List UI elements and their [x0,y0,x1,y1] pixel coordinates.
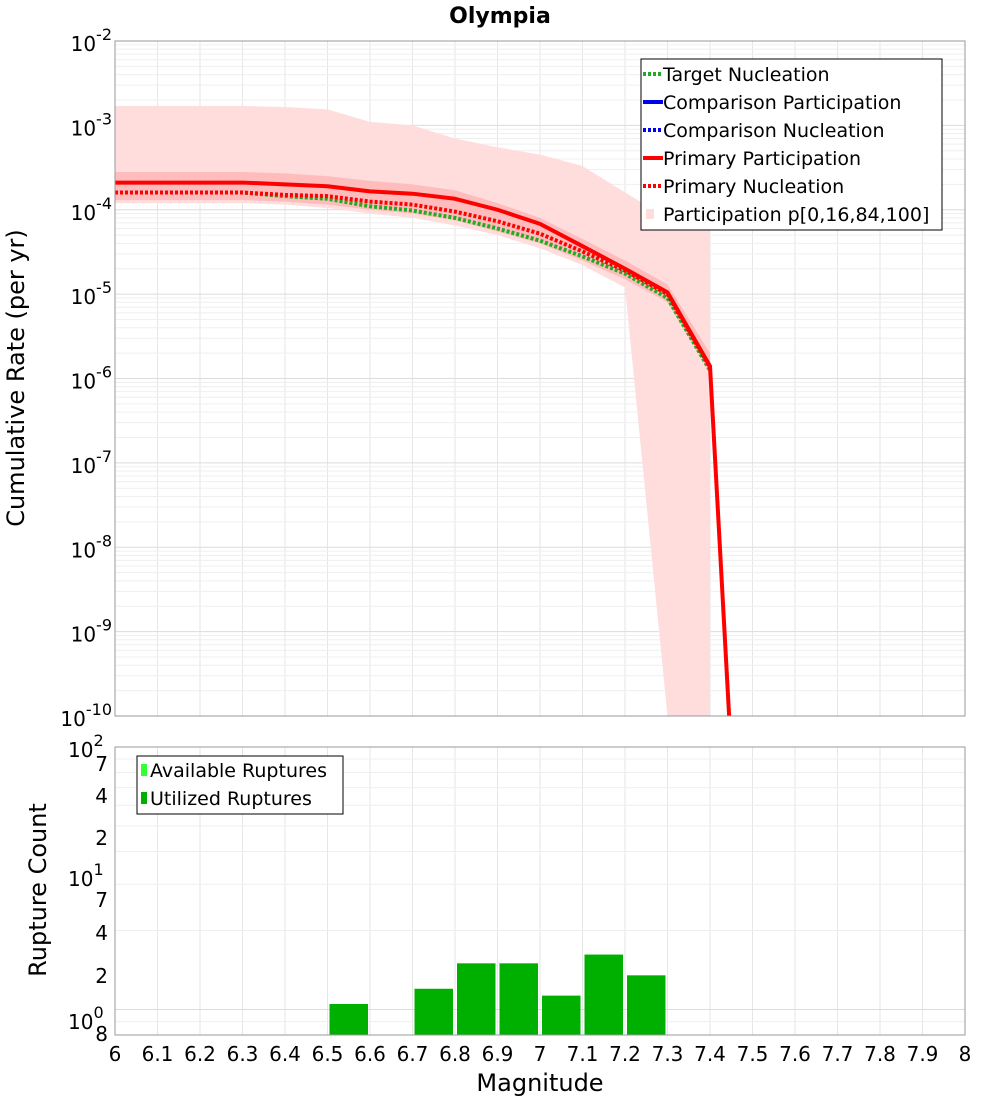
participation-band-outer [115,105,710,716]
legend-label: Comparison Participation [663,92,901,114]
rupture-bar [627,975,666,1035]
rupture-bar [457,963,496,1035]
legend-label: Utilized Ruptures [150,788,312,810]
x-tick-label: 7.5 [737,1042,769,1066]
top-legend: Target Nucleation Comparison Participatio… [640,58,943,231]
legend-label: Participation p[0,16,84,100] [663,204,929,226]
x-tick-label: 6.1 [142,1042,174,1066]
rupture-bars [329,954,666,1035]
bottom-y-axis-title: Rupture Count [24,803,52,977]
x-axis-title: Magnitude [476,1069,603,1097]
legend-label: Comparison Nucleation [663,120,885,142]
rupture-bar [584,954,623,1035]
top-plot-frame [114,40,966,717]
legend-label: Primary Participation [663,148,861,170]
x-tick-label: 7 [534,1042,547,1066]
top-y-tick-label: 10-7 [71,447,112,478]
bottom-y-tick-label: 101 [68,860,104,891]
x-tick-label: 8 [959,1042,972,1066]
rupture-bar [414,988,453,1035]
x-tick-label: 7.6 [779,1042,811,1066]
bottom-y-tick-label: 4 [95,921,108,945]
top-y-axis-title: Cumulative Rate (per yr) [2,229,30,527]
top-y-tick-labels: 10-2 10-3 10-4 10-5 10-6 10-7 10-8 10-9 10-10 [60,25,112,731]
x-tick-label: 7.2 [609,1042,641,1066]
x-tick-label: 6.2 [184,1042,216,1066]
top-y-tick-label: 10-5 [71,278,112,309]
x-tick-labels: 6 6.1 6.2 6.3 6.4 6.5 6.6 6.7 6.8 6.9 7 7.1 7.2 7.3 7.… [109,1042,972,1066]
chart-title: Olympia [449,4,551,29]
bottom-plot-frame [114,746,966,1036]
top-y-tick-label: 10-6 [71,363,112,394]
x-tick-label: 7.1 [567,1042,599,1066]
x-tick-label: 7.4 [694,1042,726,1066]
participation-bands [115,105,710,716]
series-primary-nucleation [115,190,712,369]
legend-swatch [141,792,147,804]
bottom-legend: Available Ruptures Utilized Ruptures [136,755,344,815]
series-primary-participation [115,180,732,716]
top-y-tick-label: 10-9 [71,616,112,647]
legend-swatch [141,764,147,776]
x-tick-label: 7.8 [864,1042,896,1066]
top-y-tick-label: 10-4 [71,194,112,225]
bottom-y-tick-label: 2 [95,826,108,850]
bottom-y-tick-label: 7 [95,752,108,776]
legend-label: Target Nucleation [662,64,830,86]
x-tick-label: 6.6 [354,1042,386,1066]
x-tick-label: 7.9 [907,1042,939,1066]
x-tick-label: 6.7 [397,1042,429,1066]
top-legend-box [640,58,943,231]
x-tick-label: 6.4 [269,1042,301,1066]
bottom-y-tick-label: 8 [95,1022,108,1046]
x-tick-label: 7.3 [652,1042,684,1066]
bottom-y-tick-label: 100 [68,1003,104,1034]
legend-label: Available Ruptures [150,760,327,782]
top-y-tick-label: 10-10 [60,700,112,731]
legend-label: Primary Nucleation [663,176,844,198]
x-tick-label: 6.3 [227,1042,259,1066]
x-tick-label: 6.9 [482,1042,514,1066]
bottom-legend-box [136,755,344,815]
top-y-tick-label: 10-3 [71,109,112,140]
top-y-tick-label: 10-8 [71,531,112,562]
rupture-bar [542,995,581,1035]
bottom-y-tick-label: 102 [68,731,104,762]
x-tick-label: 6.5 [312,1042,344,1066]
legend-swatch [646,209,654,219]
rupture-bar [329,1003,368,1035]
series-target-nucleation [115,190,712,372]
top-y-tick-label: 10-2 [71,25,112,56]
bottom-y-tick-label: 7 [95,888,108,912]
x-tick-label: 6 [109,1042,122,1066]
bottom-y-tick-label: 2 [95,964,108,988]
x-tick-label: 7.7 [822,1042,854,1066]
x-tick-label: 6.8 [439,1042,471,1066]
rate-series [115,180,732,716]
bottom-y-tick-label: 4 [95,784,108,808]
rupture-bar [499,963,538,1035]
